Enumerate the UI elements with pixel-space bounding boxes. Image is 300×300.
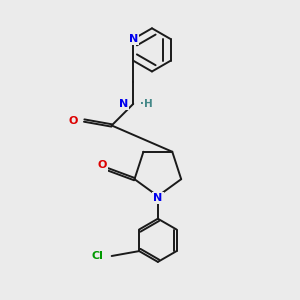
Text: O: O bbox=[69, 116, 78, 126]
Text: O: O bbox=[98, 160, 107, 170]
Text: N: N bbox=[119, 99, 128, 109]
Text: ·H: ·H bbox=[140, 99, 153, 109]
Text: N: N bbox=[129, 34, 138, 44]
Text: Cl: Cl bbox=[92, 251, 104, 261]
Text: N: N bbox=[153, 193, 163, 203]
